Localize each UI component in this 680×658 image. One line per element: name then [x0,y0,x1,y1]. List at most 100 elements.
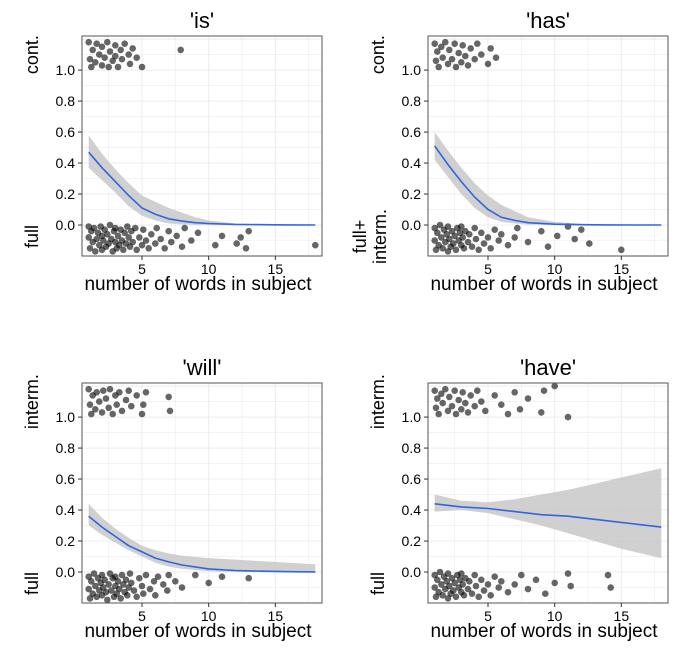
data-point [471,55,479,63]
x-tick-label: 15 [614,608,630,624]
y-tick-label: 0.0 [56,564,76,580]
data-point [466,231,473,238]
data-point [446,393,453,401]
data-point [142,237,150,244]
y-tick-label: 0.6 [402,124,422,140]
data-point [128,402,135,410]
data-point [178,584,186,591]
y-category-label-low: full+interm. [350,209,390,264]
plot-background [428,36,668,256]
fit-line [88,515,316,573]
data-point [487,592,495,599]
data-point [458,59,465,66]
data-point [468,590,476,597]
data-point [142,389,150,396]
data-point [138,410,146,418]
data-point [233,240,240,247]
data-point [165,227,172,235]
data-point [475,593,483,601]
data-point [434,48,441,55]
data-point [511,234,518,241]
y-tick-label: 0.8 [402,440,422,456]
data-point [136,574,143,582]
data-point [188,237,195,244]
data-point [148,231,155,238]
data-point [471,402,479,410]
data-point [312,241,319,249]
panel-title: 'is' [190,8,214,33]
data-point [448,55,456,63]
data-point [459,42,467,49]
data-point [452,410,460,418]
data-point [444,407,452,415]
y-category-label-high: cont. [368,35,388,74]
x-tick-label: 15 [268,608,284,624]
data-point [504,588,512,596]
data-point [218,573,226,580]
y-tick-label: 0.2 [402,186,422,202]
y-tick-label: 1.0 [402,62,422,78]
data-point [607,584,614,591]
data-point [472,235,480,243]
data-point [524,238,532,246]
data-point [464,409,472,416]
data-point [478,398,485,405]
data-point [118,407,126,415]
data-point [89,46,96,54]
y-tick-label: 0.8 [56,93,76,109]
x-tick-label: 5 [138,608,146,624]
data-point [452,63,460,71]
x-tick-label: 5 [484,261,492,277]
data-point [439,592,447,599]
data-point [157,235,164,243]
data-point [192,571,199,579]
plot-frame [81,382,323,604]
data-point [86,401,94,409]
data-point [165,571,172,579]
data-point [154,573,162,580]
data-point [542,590,549,597]
x-axis-label: number of words in subject [84,274,312,295]
data-point [544,243,552,250]
data-point [495,584,503,591]
data-point [109,410,116,418]
data-point [487,45,495,52]
data-point [173,232,180,240]
x-tick-label: 10 [547,608,563,624]
data-point [439,245,447,252]
data-point [471,224,479,232]
data-point [491,392,499,399]
data-point [152,592,159,599]
data-point [462,399,469,407]
data-point [431,387,439,395]
data-point [242,245,250,252]
data-point [129,238,136,246]
x-tick-label: 5 [484,608,492,624]
data-point [431,40,439,47]
data-point [495,237,503,244]
data-point [480,587,488,594]
data-point [130,587,138,594]
data-point [140,590,147,597]
data-point [460,592,468,599]
data-point [459,234,467,241]
data-point [436,568,444,576]
data-point [492,54,500,61]
data-point [133,54,140,61]
y-tick-label: 1.0 [56,409,76,425]
data-point [458,570,465,577]
data-point [126,60,134,68]
data-point [459,389,467,396]
data-point [218,232,226,240]
data-point [118,55,126,63]
data-point [138,582,146,590]
y-tick-label: 0.6 [56,124,76,140]
data-point [93,40,100,47]
data-point [128,579,135,587]
data-point [474,40,481,47]
plot-frame [81,35,323,257]
